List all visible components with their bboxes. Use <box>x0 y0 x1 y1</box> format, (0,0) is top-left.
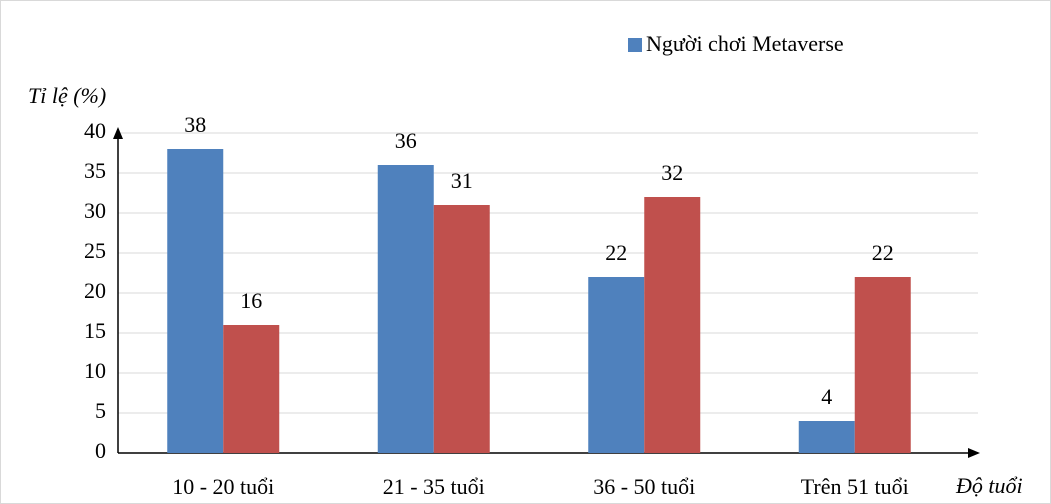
x-tick-label: Trên 51 tuổi <box>801 474 909 499</box>
data-label: 22 <box>872 240 894 265</box>
x-axis-arrow <box>968 448 980 458</box>
x-axis-label: Độ tuổi <box>955 473 1023 498</box>
bar <box>167 149 224 453</box>
data-label: 22 <box>605 240 627 265</box>
y-tick-label: 5 <box>95 398 106 423</box>
y-tick-label: 25 <box>84 238 106 263</box>
data-label: 32 <box>661 160 683 185</box>
bar <box>798 421 855 453</box>
x-tick-label: 21 - 35 tuổi <box>383 474 485 499</box>
x-tick-label: 10 - 20 tuổi <box>172 474 274 499</box>
y-axis-arrow <box>113 127 123 139</box>
y-tick-label: 30 <box>84 198 106 223</box>
data-label: 31 <box>451 168 473 193</box>
y-axis-label: Tỉ lệ (%) <box>28 83 106 108</box>
legend-label: Người chơi Metaverse <box>646 31 844 56</box>
data-label: 16 <box>240 288 262 313</box>
bar <box>377 165 434 453</box>
bar <box>588 277 645 453</box>
bar <box>223 325 280 453</box>
bar <box>644 197 701 453</box>
data-label: 38 <box>184 112 206 137</box>
y-tick-label: 15 <box>84 318 106 343</box>
x-tick-label: 36 - 50 tuổi <box>593 474 695 499</box>
y-tick-label: 10 <box>84 358 106 383</box>
data-label: 4 <box>821 384 832 409</box>
data-label: 36 <box>395 128 417 153</box>
legend-swatch <box>628 38 642 52</box>
y-tick-label: 35 <box>84 158 106 183</box>
bar <box>433 205 490 453</box>
y-tick-label: 0 <box>95 438 106 463</box>
bar <box>854 277 911 453</box>
y-tick-label: 40 <box>84 118 106 143</box>
y-tick-label: 20 <box>84 278 106 303</box>
